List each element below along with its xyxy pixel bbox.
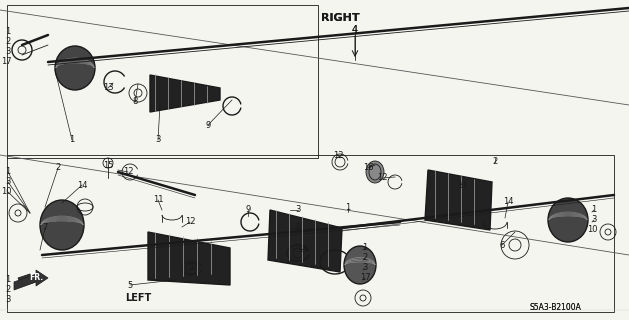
Text: LEFT: LEFT bbox=[125, 293, 151, 303]
Text: 9: 9 bbox=[245, 205, 250, 214]
Text: 2: 2 bbox=[362, 253, 367, 262]
Text: 11: 11 bbox=[457, 180, 467, 189]
Text: 9: 9 bbox=[206, 121, 211, 130]
Text: S5A3-B2100A: S5A3-B2100A bbox=[529, 303, 581, 313]
Polygon shape bbox=[268, 210, 342, 272]
Text: 1: 1 bbox=[6, 276, 11, 284]
Bar bbox=[7, 5, 318, 158]
Polygon shape bbox=[425, 170, 492, 230]
Text: RIGHT: RIGHT bbox=[321, 13, 359, 23]
Text: S5A3-B2100A: S5A3-B2100A bbox=[529, 303, 581, 313]
Text: 3: 3 bbox=[362, 263, 368, 273]
Text: 8: 8 bbox=[295, 223, 301, 233]
Text: 10: 10 bbox=[587, 226, 598, 235]
Text: 12: 12 bbox=[377, 173, 387, 182]
Text: 8: 8 bbox=[132, 98, 138, 107]
Bar bbox=[7, 155, 614, 312]
Text: FR.: FR. bbox=[29, 274, 43, 283]
Ellipse shape bbox=[40, 200, 84, 250]
Ellipse shape bbox=[344, 246, 376, 284]
Text: 2: 2 bbox=[493, 157, 498, 166]
Text: 1: 1 bbox=[345, 204, 350, 212]
Polygon shape bbox=[150, 75, 220, 112]
Text: 12: 12 bbox=[333, 150, 343, 159]
Text: 13: 13 bbox=[103, 84, 113, 92]
Text: 12: 12 bbox=[185, 218, 195, 227]
Text: 3: 3 bbox=[5, 47, 11, 57]
Text: 15: 15 bbox=[103, 161, 113, 170]
Text: 4: 4 bbox=[352, 25, 358, 35]
Text: 3: 3 bbox=[5, 295, 11, 305]
Ellipse shape bbox=[366, 161, 384, 183]
Text: 14: 14 bbox=[77, 180, 87, 189]
Text: 13: 13 bbox=[297, 245, 308, 254]
Ellipse shape bbox=[548, 198, 588, 242]
Text: 17: 17 bbox=[360, 274, 370, 283]
Text: 12: 12 bbox=[123, 167, 133, 177]
Text: 1: 1 bbox=[6, 28, 11, 36]
Text: 3: 3 bbox=[155, 135, 160, 145]
Text: 6: 6 bbox=[499, 241, 504, 250]
Text: 3: 3 bbox=[295, 205, 301, 214]
Text: 3: 3 bbox=[591, 215, 597, 225]
Text: 7: 7 bbox=[42, 223, 48, 233]
Text: 17: 17 bbox=[1, 58, 11, 67]
Text: 2: 2 bbox=[6, 37, 11, 46]
Text: 2: 2 bbox=[6, 285, 11, 294]
Polygon shape bbox=[148, 232, 230, 285]
Text: 5: 5 bbox=[128, 281, 133, 290]
Text: 1: 1 bbox=[591, 205, 597, 214]
Text: 1: 1 bbox=[69, 135, 75, 145]
Polygon shape bbox=[14, 270, 48, 290]
Text: 1: 1 bbox=[6, 167, 11, 177]
Text: 10: 10 bbox=[1, 188, 11, 196]
Text: 11: 11 bbox=[153, 196, 164, 204]
Text: 12: 12 bbox=[187, 263, 198, 273]
Text: RIGHT: RIGHT bbox=[321, 13, 359, 23]
Text: 1: 1 bbox=[362, 244, 367, 252]
Text: 2: 2 bbox=[55, 164, 60, 172]
Text: 4: 4 bbox=[352, 25, 358, 35]
Text: 3: 3 bbox=[5, 178, 11, 187]
Text: 16: 16 bbox=[363, 164, 374, 172]
Text: 14: 14 bbox=[503, 197, 513, 206]
Ellipse shape bbox=[55, 46, 95, 90]
Polygon shape bbox=[18, 274, 35, 286]
